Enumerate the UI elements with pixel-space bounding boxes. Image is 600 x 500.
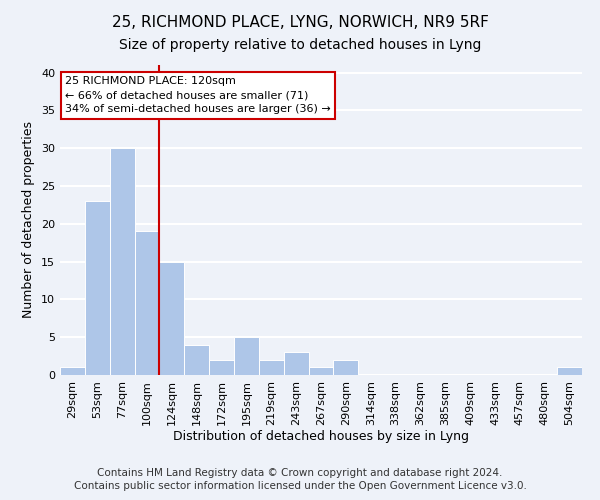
Bar bbox=[334, 360, 358, 375]
Bar bbox=[60, 368, 85, 375]
Bar bbox=[308, 368, 334, 375]
Bar bbox=[234, 337, 259, 375]
Bar bbox=[110, 148, 134, 375]
Bar bbox=[209, 360, 234, 375]
Bar bbox=[160, 262, 184, 375]
Bar bbox=[259, 360, 284, 375]
Bar bbox=[85, 201, 110, 375]
Text: 25, RICHMOND PLACE, LYNG, NORWICH, NR9 5RF: 25, RICHMOND PLACE, LYNG, NORWICH, NR9 5… bbox=[112, 15, 488, 30]
Y-axis label: Number of detached properties: Number of detached properties bbox=[22, 122, 35, 318]
Text: Contains public sector information licensed under the Open Government Licence v3: Contains public sector information licen… bbox=[74, 481, 526, 491]
Text: Contains HM Land Registry data © Crown copyright and database right 2024.: Contains HM Land Registry data © Crown c… bbox=[97, 468, 503, 477]
Bar bbox=[557, 368, 582, 375]
Bar bbox=[134, 232, 160, 375]
Bar bbox=[284, 352, 308, 375]
Text: 25 RICHMOND PLACE: 120sqm
← 66% of detached houses are smaller (71)
34% of semi-: 25 RICHMOND PLACE: 120sqm ← 66% of detac… bbox=[65, 76, 331, 114]
Bar bbox=[184, 345, 209, 375]
Text: Size of property relative to detached houses in Lyng: Size of property relative to detached ho… bbox=[119, 38, 481, 52]
X-axis label: Distribution of detached houses by size in Lyng: Distribution of detached houses by size … bbox=[173, 430, 469, 444]
